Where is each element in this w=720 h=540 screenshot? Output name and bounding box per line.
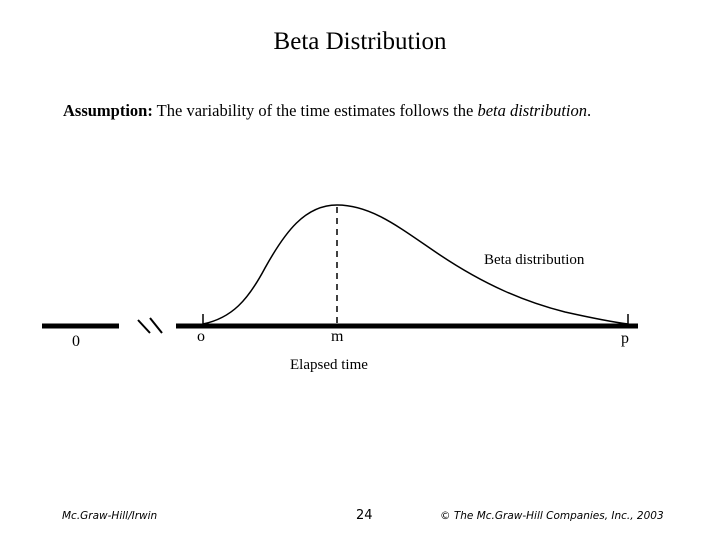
tick-label-zero: 0 [72,333,80,350]
footer-copyright: © The Mc.Graw-Hill Companies, Inc., 2003 [440,510,664,522]
tick-label-optimistic: o [197,328,205,345]
tick-label-pessimistic: p [621,330,629,347]
tick-label-most-likely: m [331,328,344,345]
page-number: 24 [356,508,373,523]
assumption-end: . [586,101,592,120]
assumption-statement: Assumption: The variability of the time … [63,101,591,121]
beta-curve [202,204,629,325]
curve-label: Beta distribution [484,252,585,268]
assumption-lead: Assumption: [63,101,153,120]
axis-break-mark [149,317,163,334]
footer-publisher: Mc.Graw-Hill/Irwin [62,510,158,522]
assumption-text: The variability of the time estimates fo… [152,101,478,120]
assumption-emphasis: beta distribution [477,101,587,120]
axis-label: Elapsed time [290,357,368,373]
slide-title: Beta Distribution [273,28,447,55]
axis-break-mark [137,319,151,334]
